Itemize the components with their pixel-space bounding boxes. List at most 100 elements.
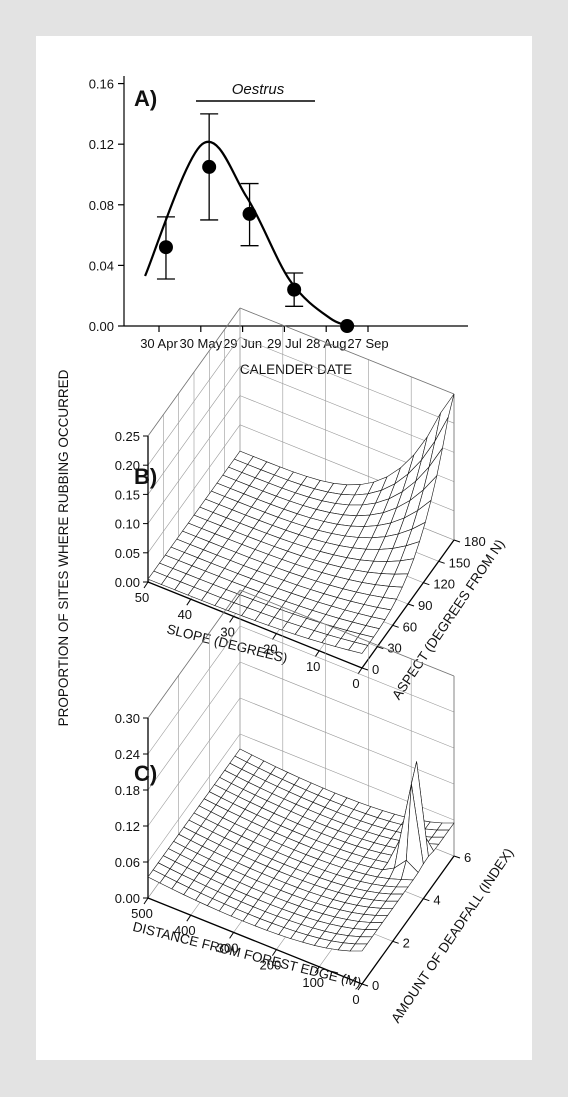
panel-a-x-ticks: 30 Apr 30 May 29 Jun 29 Jul 28 Aug 27 Sep [140, 326, 389, 351]
panel-c-distance-ticks: 500 400 300 200 100 0 [131, 897, 363, 1007]
panel-a-x-tick-label: 28 Aug [306, 336, 347, 351]
panel-b-surface [147, 393, 455, 654]
y-tick-label: 180 [464, 534, 486, 549]
x-tick-mark [229, 616, 235, 623]
z-tick-label: 0.10 [115, 517, 140, 532]
x-tick-mark [271, 633, 277, 640]
x-tick-label: 200 [260, 958, 282, 973]
box-edge [239, 307, 455, 395]
grid-line [239, 336, 455, 424]
panel-c-deadfall-ticks: 0 2 4 6 [361, 850, 471, 993]
z-tick-label: 0.20 [115, 458, 140, 473]
panel-a-data-point [158, 240, 173, 255]
y-tick-mark [453, 855, 461, 859]
z-tick-label: 0.24 [115, 747, 140, 762]
panel-a-points [156, 113, 355, 333]
y-tick-mark [423, 898, 430, 902]
panel-a-y-ticks: 0.00 0.04 0.08 0.12 0.16 [89, 77, 124, 334]
panel-b-z-ticks: 0.00 0.05 0.10 0.15 0.20 0.25 [115, 429, 148, 590]
panel-a-data-point [202, 159, 217, 174]
z-tick-label: 0.05 [115, 546, 140, 561]
panel-c-z-ticks: 0.00 0.06 0.12 0.18 0.24 0.30 [115, 711, 148, 906]
grid-line [147, 625, 241, 755]
z-tick-label: 0.00 [115, 891, 140, 906]
y-tick-label: 6 [464, 850, 471, 865]
z-tick-label: 0.12 [115, 819, 140, 834]
y-tick-mark [361, 667, 369, 671]
panel-b-slope-ticks: 50 40 30 20 10 0 [135, 581, 363, 691]
x-tick-label: 50 [135, 590, 149, 605]
x-tick-mark [357, 667, 363, 675]
grid-line [147, 697, 241, 827]
panel-a-y-tick-label: 0.04 [89, 258, 114, 273]
panel-a-chart: 0.000.040.080.120.16 30 Apr 30 May 29 Jun 2… [89, 76, 468, 377]
y-tick-mark [377, 646, 384, 650]
panel-a-x-tick-label: 27 Sep [347, 336, 388, 351]
z-tick-label: 0.06 [115, 855, 140, 870]
panel-c-surface [147, 748, 455, 952]
x-tick-label: 40 [178, 607, 192, 622]
figure-panel: PROPORTION OF SITES WHERE RUBBING OCCURR… [36, 36, 532, 1060]
shared-y-axis-label: PROPORTION OF SITES WHERE RUBBING OCCURR… [56, 369, 71, 726]
panel-a-label: A) [134, 86, 157, 111]
box-edge [147, 581, 363, 669]
y-tick-mark [361, 983, 369, 987]
grid-line [239, 366, 455, 453]
panel-a-data-point [242, 206, 257, 221]
box-edge [239, 589, 455, 677]
y-tick-label: 90 [418, 598, 432, 613]
panel-b-chart: 0.00 0.05 0.10 0.15 0.20 0.25 50 40 30 20 10 0 0 30… [115, 307, 507, 702]
panel-a-x-tick-label: 30 Apr [140, 336, 178, 351]
x-tick-mark [186, 914, 192, 922]
y-tick-mark [453, 539, 461, 543]
grid-line [147, 661, 241, 791]
x-tick-label: 10 [306, 659, 320, 674]
x-tick-label: 300 [217, 940, 239, 955]
x-tick-mark [143, 581, 149, 589]
x-tick-label: 400 [174, 923, 196, 938]
panel-a-data-point [340, 319, 355, 333]
x-tick-mark [357, 983, 363, 991]
panel-c-chart: 0.000.060.120.180.240.30 500400300200100… [115, 589, 516, 1025]
z-tick-label: 0.18 [115, 783, 140, 798]
x-tick-mark [314, 650, 320, 658]
y-tick-label: 60 [403, 619, 417, 634]
panel-a-x-tick-label: 30 May [179, 336, 222, 351]
figure-svg: PROPORTION OF SITES WHERE RUBBING OCCURR… [56, 76, 516, 1025]
y-tick-label: 2 [403, 935, 410, 950]
x-tick-label: 0 [352, 992, 359, 1007]
x-tick-mark [229, 932, 235, 939]
panel-a-x-axis-label: CALENDER DATE [240, 362, 352, 377]
x-tick-label: 30 [220, 624, 234, 639]
x-tick-mark [143, 897, 149, 905]
z-tick-label: 0.00 [115, 575, 140, 590]
oestrus-label: Oestrus [232, 81, 285, 98]
box-edge [147, 897, 363, 985]
z-tick-label: 0.15 [115, 487, 140, 502]
y-tick-mark [392, 940, 399, 944]
grid-line [239, 661, 455, 749]
panel-b-label: B) [134, 464, 157, 489]
box-edge [147, 307, 241, 437]
y-tick-label: 0 [372, 978, 379, 993]
x-tick-mark [271, 949, 277, 956]
box-edge [361, 855, 455, 985]
panel-a-y-tick-label: 0.08 [89, 198, 114, 213]
x-tick-label: 100 [302, 975, 324, 990]
panel-a-y-tick-label: 0.16 [89, 77, 114, 92]
y-tick-label: 150 [449, 555, 471, 570]
panel-a-y-tick-label: 0.00 [89, 319, 114, 334]
x-tick-label: 500 [131, 906, 153, 921]
y-tick-mark [392, 624, 399, 628]
surface-cell [349, 943, 368, 952]
x-tick-label: 20 [263, 642, 277, 657]
y-tick-label: 0 [372, 662, 379, 677]
y-tick-label: 30 [387, 641, 401, 656]
x-tick-label: 0 [352, 676, 359, 691]
grid-line [239, 697, 455, 785]
y-tick-label: 4 [433, 893, 440, 908]
surface-cell [348, 641, 369, 654]
y-tick-mark [423, 582, 430, 586]
panel-a-x-tick-label: 29 Jul [267, 336, 302, 351]
